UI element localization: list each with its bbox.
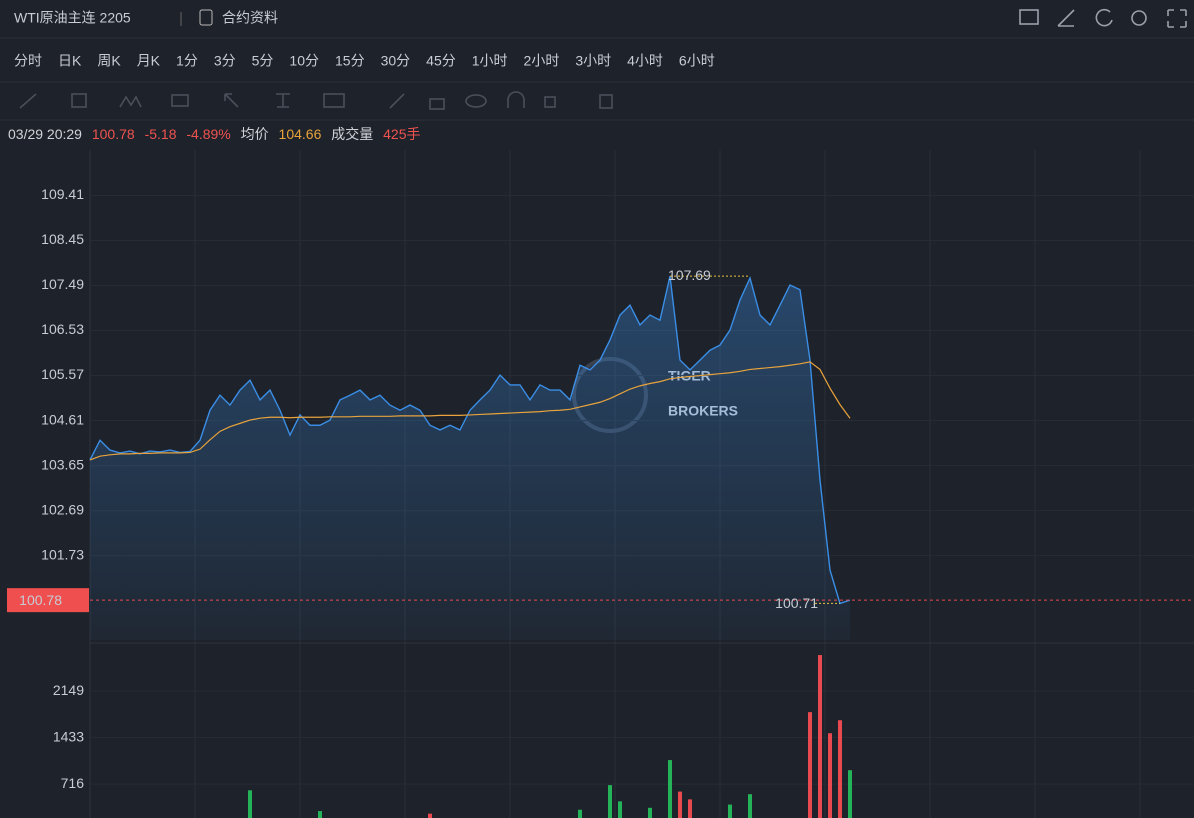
period-tab[interactable]: 6小时 — [679, 53, 715, 69]
volume-bar — [248, 790, 252, 818]
icon[interactable] — [1019, 9, 1039, 25]
chart: TIGERBROKERS109.41108.45107.49106.53105.… — [7, 150, 1194, 818]
tool[interactable] — [171, 94, 189, 107]
tool[interactable] — [71, 93, 87, 108]
volume-bar — [848, 770, 852, 818]
vol-tick-label: 1433 — [53, 728, 84, 744]
volume-bar — [648, 807, 652, 818]
low-label: 100.71 — [775, 595, 818, 611]
price-line — [89, 275, 851, 605]
period-tab[interactable]: 1小时 — [472, 53, 508, 69]
icon[interactable] — [1131, 10, 1147, 26]
period-tab[interactable]: 3小时 — [575, 53, 611, 69]
volume-bar — [608, 785, 612, 818]
draw-toolbar — [19, 91, 613, 110]
volume-bar — [828, 733, 832, 818]
period-tab[interactable]: 周K — [97, 53, 121, 69]
volume-bar — [318, 811, 322, 818]
icon[interactable] — [1095, 8, 1113, 27]
info-volume-label: 成交量 — [331, 126, 373, 142]
info-time: 03/29 20:29 — [8, 126, 82, 142]
info-avg: 104.66 — [279, 126, 322, 142]
tool[interactable] — [119, 95, 142, 108]
y-tick-label: 101.73 — [41, 546, 84, 562]
tool[interactable] — [599, 94, 613, 109]
current-price-box — [7, 588, 89, 613]
top-icons[interactable] — [1019, 8, 1187, 28]
y-tick-label: 103.65 — [41, 456, 84, 472]
y-tick-label: 102.69 — [41, 501, 84, 517]
period-tabs: 分时 日K 周K 月K 1分 3分 5分 10分 15分 30分 45分 1小时 2小时 3小时 4小时 6小… — [14, 53, 715, 69]
high-label: 107.69 — [668, 267, 711, 283]
y-tick-label: 109.41 — [41, 186, 84, 202]
volume-bar — [818, 655, 822, 818]
info-price: 100.78 — [92, 126, 135, 142]
vol-tick-label: 716 — [61, 775, 85, 791]
y-tick-label: 107.49 — [41, 276, 84, 292]
current-price-label: 100.78 — [19, 592, 62, 608]
volume-bar — [668, 760, 672, 818]
period-tab[interactable]: 月K — [137, 53, 161, 69]
period-tab[interactable]: 1分 — [176, 53, 198, 69]
volume-bar — [578, 809, 582, 818]
tool[interactable] — [19, 93, 37, 109]
period-tab[interactable]: 分时 — [14, 53, 42, 69]
tool[interactable] — [544, 96, 556, 108]
info-change: -5.18 — [145, 126, 177, 142]
tool[interactable] — [276, 93, 290, 108]
period-tab[interactable]: 4小时 — [627, 53, 663, 69]
period-tab[interactable]: 2小时 — [524, 53, 560, 69]
info-volume: 425手 — [383, 126, 420, 142]
tool[interactable] — [389, 93, 405, 109]
volume-bar — [618, 801, 622, 818]
doc-icon[interactable] — [199, 9, 213, 26]
y-tick-label: 105.57 — [41, 366, 84, 382]
icon[interactable] — [1167, 9, 1187, 28]
volume-bar — [728, 804, 732, 818]
volume-bar — [428, 813, 432, 818]
volume-bar — [688, 799, 692, 818]
contract-info[interactable]: 合约资料 — [222, 10, 278, 26]
info-avg-label: 均价 — [241, 126, 269, 142]
volume-bar — [838, 720, 842, 818]
avg-line — [89, 361, 851, 461]
icon[interactable] — [1057, 9, 1075, 27]
volume-bar — [748, 794, 752, 818]
y-tick-label: 108.45 — [41, 231, 84, 247]
price-area — [90, 276, 850, 640]
period-tab[interactable]: 30分 — [381, 53, 411, 69]
tool[interactable] — [429, 98, 445, 110]
y-tick-label: 106.53 — [41, 321, 84, 337]
tool[interactable] — [465, 94, 487, 108]
y-tick-label: 104.61 — [41, 411, 84, 427]
period-tab[interactable]: 45分 — [426, 53, 456, 69]
vol-tick-label: 2149 — [53, 682, 84, 698]
tool[interactable] — [507, 91, 525, 108]
period-tab[interactable]: 10分 — [289, 53, 319, 69]
title: WTI原油主连 2205 — [14, 10, 131, 26]
period-tab[interactable]: 5分 — [252, 53, 274, 69]
info-line: 03/29 20:29 100.78 -5.18 -4.89% 均价 104.6… — [8, 126, 421, 142]
volume-bar — [678, 791, 682, 818]
period-tab[interactable]: 15分 — [335, 53, 365, 69]
volume-bar — [808, 712, 812, 818]
period-tab[interactable]: 3分 — [214, 53, 236, 69]
tool[interactable] — [323, 93, 345, 108]
info-change-pct: -4.89% — [186, 126, 230, 142]
period-tab[interactable]: 日K — [58, 53, 82, 69]
tool[interactable] — [224, 93, 239, 108]
